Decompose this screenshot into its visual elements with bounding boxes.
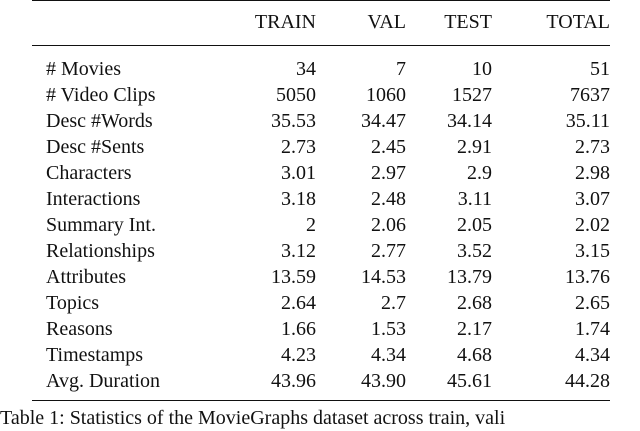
header-val: VAL xyxy=(367,11,406,33)
statistics-table: TRAIN VAL TEST TOTAL # Movies 34 7 10 51… xyxy=(32,0,610,401)
cell-val: 34.47 xyxy=(361,110,406,132)
cell-train: 2.73 xyxy=(281,136,316,158)
table-row: Relationships 3.12 2.77 3.52 3.15 xyxy=(32,238,610,264)
cell-val: 1060 xyxy=(366,84,406,106)
row-label: Timestamps xyxy=(46,344,144,366)
table-row: Timestamps 4.23 4.34 4.68 4.34 xyxy=(32,342,610,368)
row-label: Desc #Sents xyxy=(46,136,145,158)
cell-val: 2.06 xyxy=(371,214,406,236)
cell-val: 7 xyxy=(396,58,406,80)
cell-train: 5050 xyxy=(276,84,316,106)
statistics-table-container: TRAIN VAL TEST TOTAL # Movies 34 7 10 51… xyxy=(32,0,610,401)
cell-total: 4.34 xyxy=(575,344,610,366)
cell-train: 34 xyxy=(296,58,316,80)
row-label: Relationships xyxy=(46,240,155,262)
table-row: Characters 3.01 2.97 2.9 2.98 xyxy=(32,160,610,186)
table-row: Desc #Words 35.53 34.47 34.14 35.11 xyxy=(32,108,610,134)
cell-train: 1.66 xyxy=(281,318,316,340)
cell-train: 35.53 xyxy=(271,110,316,132)
cell-total: 13.76 xyxy=(565,266,610,288)
row-label: Reasons xyxy=(46,318,113,340)
cell-train: 3.18 xyxy=(281,188,316,210)
row-label: # Movies xyxy=(46,58,121,80)
row-label: Desc #Words xyxy=(46,110,153,132)
table-row: Avg. Duration 43.96 43.90 45.61 44.28 xyxy=(32,368,610,401)
cell-total: 7637 xyxy=(570,84,610,106)
table-row: Interactions 3.18 2.48 3.11 3.07 xyxy=(32,186,610,212)
table-row: Summary Int. 2 2.06 2.05 2.02 xyxy=(32,212,610,238)
cell-test: 2.05 xyxy=(457,214,492,236)
cell-val: 2.48 xyxy=(371,188,406,210)
row-label: Avg. Duration xyxy=(46,370,161,392)
header-rule xyxy=(32,45,610,46)
cell-train: 3.01 xyxy=(281,162,316,184)
cell-test: 4.68 xyxy=(457,344,492,366)
cell-total: 3.07 xyxy=(575,188,610,210)
cell-val: 2.7 xyxy=(381,292,406,314)
row-label: Interactions xyxy=(46,188,141,210)
cell-test: 2.17 xyxy=(457,318,492,340)
cell-total: 3.15 xyxy=(575,240,610,262)
table-row: Topics 2.64 2.7 2.68 2.65 xyxy=(32,290,610,316)
cell-train: 3.12 xyxy=(281,240,316,262)
cell-test: 13.79 xyxy=(447,266,492,288)
cell-val: 2.77 xyxy=(371,240,406,262)
cell-total: 1.74 xyxy=(575,318,610,340)
cell-val: 1.53 xyxy=(371,318,406,340)
table-row: # Video Clips 5050 1060 1527 7637 xyxy=(32,82,610,108)
cell-total: 51 xyxy=(590,58,610,80)
row-label: Summary Int. xyxy=(46,214,156,236)
cell-total: 2.65 xyxy=(575,292,610,314)
cell-test: 2.68 xyxy=(457,292,492,314)
cell-test: 3.11 xyxy=(457,188,492,210)
header-test: TEST xyxy=(444,11,492,33)
cell-total: 2.73 xyxy=(575,136,610,158)
cell-test: 34.14 xyxy=(447,110,492,132)
top-rule xyxy=(32,0,610,1)
cell-train: 2.64 xyxy=(281,292,316,314)
cell-val: 2.45 xyxy=(371,136,406,158)
cell-total: 35.11 xyxy=(565,110,610,132)
table-row: Reasons 1.66 1.53 2.17 1.74 xyxy=(32,316,610,342)
cell-test: 3.52 xyxy=(457,240,492,262)
cell-total: 2.98 xyxy=(575,162,610,184)
cell-total: 2.02 xyxy=(575,214,610,236)
cell-val: 2.97 xyxy=(371,162,406,184)
cell-train: 43.96 xyxy=(271,370,316,392)
row-label: Topics xyxy=(46,292,100,314)
row-label: # Video Clips xyxy=(46,84,156,106)
header-empty xyxy=(32,1,202,46)
cell-test: 1527 xyxy=(452,84,492,106)
cell-train: 13.59 xyxy=(271,266,316,288)
cell-test: 2.91 xyxy=(457,136,492,158)
table-row: Desc #Sents 2.73 2.45 2.91 2.73 xyxy=(32,134,610,160)
table-row: Attributes 13.59 14.53 13.79 13.76 xyxy=(32,264,610,290)
cell-val: 4.34 xyxy=(371,344,406,366)
cell-total: 44.28 xyxy=(565,370,610,392)
header-total: TOTAL xyxy=(546,11,610,33)
cell-val: 14.53 xyxy=(361,266,406,288)
row-label: Characters xyxy=(46,162,132,184)
cell-train: 2 xyxy=(306,214,316,236)
bottom-rule xyxy=(32,400,610,401)
cell-train: 4.23 xyxy=(281,344,316,366)
cell-test: 2.9 xyxy=(467,162,492,184)
table-row: # Movies 34 7 10 51 xyxy=(32,46,610,82)
table-caption: Table 1: Statistics of the MovieGraphs d… xyxy=(0,407,506,429)
cell-test: 10 xyxy=(472,58,492,80)
header-train: TRAIN xyxy=(254,11,316,33)
cell-val: 43.90 xyxy=(361,370,406,392)
header-row: TRAIN VAL TEST TOTAL xyxy=(32,1,610,46)
cell-test: 45.61 xyxy=(447,370,492,392)
row-label: Attributes xyxy=(46,266,126,288)
